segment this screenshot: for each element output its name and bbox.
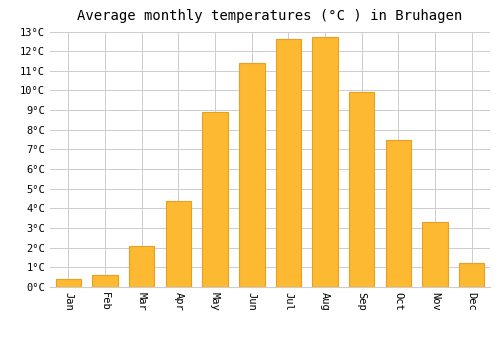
Bar xyxy=(92,275,118,287)
Bar xyxy=(312,37,338,287)
Bar xyxy=(202,112,228,287)
Title: Average monthly temperatures (°C ) in Bruhagen: Average monthly temperatures (°C ) in Br… xyxy=(78,9,462,23)
Bar xyxy=(422,222,448,287)
Bar xyxy=(56,279,81,287)
Bar xyxy=(239,63,264,287)
Bar xyxy=(386,140,411,287)
Bar xyxy=(459,264,484,287)
Bar xyxy=(166,201,191,287)
Bar xyxy=(129,246,154,287)
Bar xyxy=(349,92,374,287)
Bar xyxy=(276,39,301,287)
